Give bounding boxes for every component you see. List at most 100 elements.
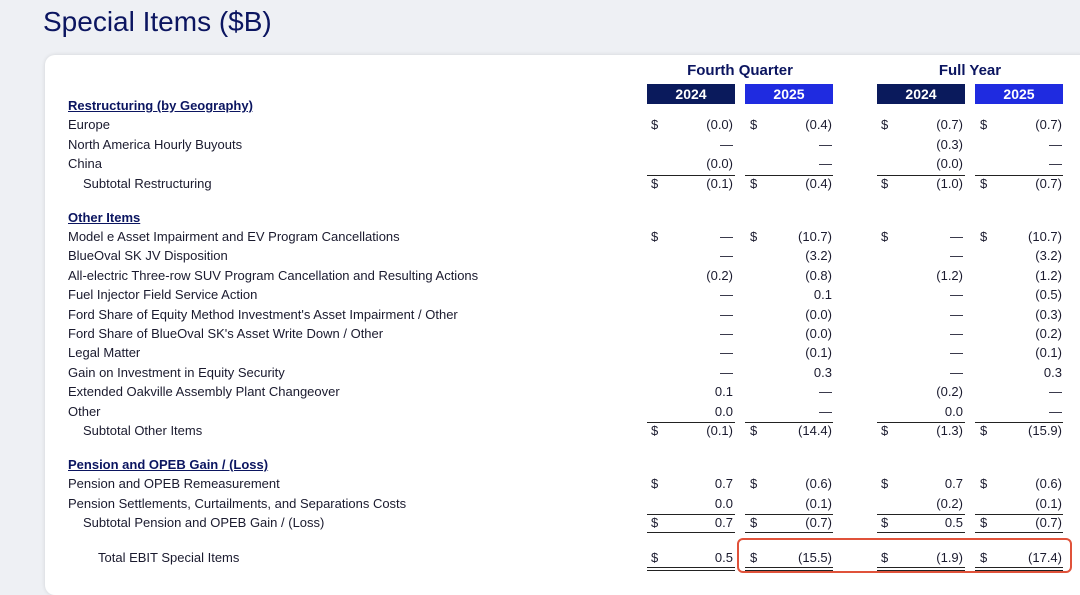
rule [877,174,965,176]
value-cell: (0.4) [805,175,832,191]
rule [745,174,833,176]
column-header: 2025 [975,84,1063,104]
value-cell: (0.1) [706,175,733,191]
value-cell: (15.9) [1028,423,1062,438]
value-cell: (0.6) [1035,476,1062,492]
currency-sign: $ [750,175,758,191]
row-label: North America Hourly Buyouts [68,136,243,152]
value-cell: — [950,306,963,322]
row-label: Legal Matter [68,345,141,361]
value-cell: 0.7 [944,476,963,492]
value-cell: (1.2) [1035,267,1062,283]
row-label: Pension Settlements, Curtailments, and S… [68,495,407,511]
table-card [45,55,1080,595]
row-label: Extended Oakville Assembly Plant Changeo… [68,384,340,400]
currency-sign: $ [651,117,659,133]
column-header: 2024 [877,84,965,104]
currency-sign: $ [980,175,988,191]
row-label: BlueOval SK JV Disposition [68,248,228,264]
rule [647,174,735,176]
value-cell: (1.3) [936,423,963,438]
value-cell: — [1049,136,1062,152]
value-cell: 0.0 [714,495,733,511]
column-header: 2024 [647,84,735,104]
currency-sign: $ [881,175,889,191]
value-cell: (0.3) [1035,306,1062,322]
currency-sign: $ [651,476,659,492]
value-cell: (0.0) [805,326,832,341]
row-label: Model e Asset Impairment and EV Program … [68,229,400,244]
value-cell: — [1049,156,1062,172]
rule [877,422,965,423]
value-cell: — [720,345,733,361]
value-cell: 0.5 [714,550,733,566]
value-cell: — [720,326,733,341]
currency-sign: $ [881,550,889,566]
subtotal-label: Subtotal Pension and OPEB Gain / (Loss) [83,515,325,531]
rule [647,567,735,569]
currency-sign: $ [980,423,988,438]
value-cell: (0.1) [805,495,832,511]
value-cell: — [720,364,733,380]
row-label: Europe [68,117,110,133]
value-cell: (0.5) [1035,287,1062,303]
value-cell: (0.2) [706,267,733,283]
highlight-box [737,538,1072,573]
value-cell: (0.7) [1035,175,1062,191]
value-cell: (0.1) [1035,495,1062,511]
currency-sign: $ [750,550,758,566]
value-cell: (0.6) [805,476,832,492]
rule [877,532,965,534]
value-cell: — [720,136,733,152]
value-cell: (0.7) [805,515,832,531]
value-cell: (10.7) [798,229,832,244]
value-cell: — [950,287,963,303]
currency-sign: $ [651,550,659,566]
rule [647,514,735,516]
rule [877,514,965,516]
rule [745,570,833,572]
value-cell: — [950,364,963,380]
value-cell: — [950,229,963,244]
value-cell: — [950,345,963,361]
currency-sign: $ [651,229,659,244]
row-label: China [68,156,102,172]
page-title: Special Items ($B) [43,6,272,37]
rule [647,422,735,423]
currency-sign: $ [651,515,659,531]
row-label: Gain on Investment in Equity Security [68,364,285,380]
rule [745,567,833,569]
value-cell: (0.3) [936,136,963,152]
value-cell: — [819,156,832,172]
section-title: Other Items [68,209,141,225]
currency-sign: $ [750,423,758,438]
row-label: All-electric Three-row SUV Program Cance… [68,267,479,283]
currency-sign: $ [750,229,758,244]
value-cell: (1.9) [936,550,963,566]
rule [877,567,965,569]
value-cell: — [720,287,733,303]
value-cell: 0.7 [714,476,733,492]
value-cell: 0.1 [813,287,832,303]
rule [877,570,965,572]
page: Special Items ($B) Fourth Quarter Full Ye… [43,6,1080,595]
value-cell: — [819,136,832,152]
value-cell: (1.2) [936,267,963,283]
currency-sign: $ [750,515,758,531]
value-cell: 0.3 [1043,364,1062,380]
currency-sign: $ [750,476,758,492]
value-cell: (0.4) [805,117,832,133]
rule [647,532,735,534]
row-label: Other [68,403,101,419]
value-cell: (0.2) [1035,326,1062,341]
currency-sign: $ [980,117,988,133]
value-cell: (0.7) [936,117,963,133]
value-cell: (15.5) [798,550,832,566]
rule [745,514,833,516]
value-cell: (0.7) [1035,515,1062,531]
value-cell: (0.2) [936,384,963,400]
subtotal-label: Subtotal Other Items [83,423,203,438]
rule [975,422,1063,423]
value-cell: (3.2) [1035,248,1062,264]
value-cell: 0.0 [944,403,963,419]
